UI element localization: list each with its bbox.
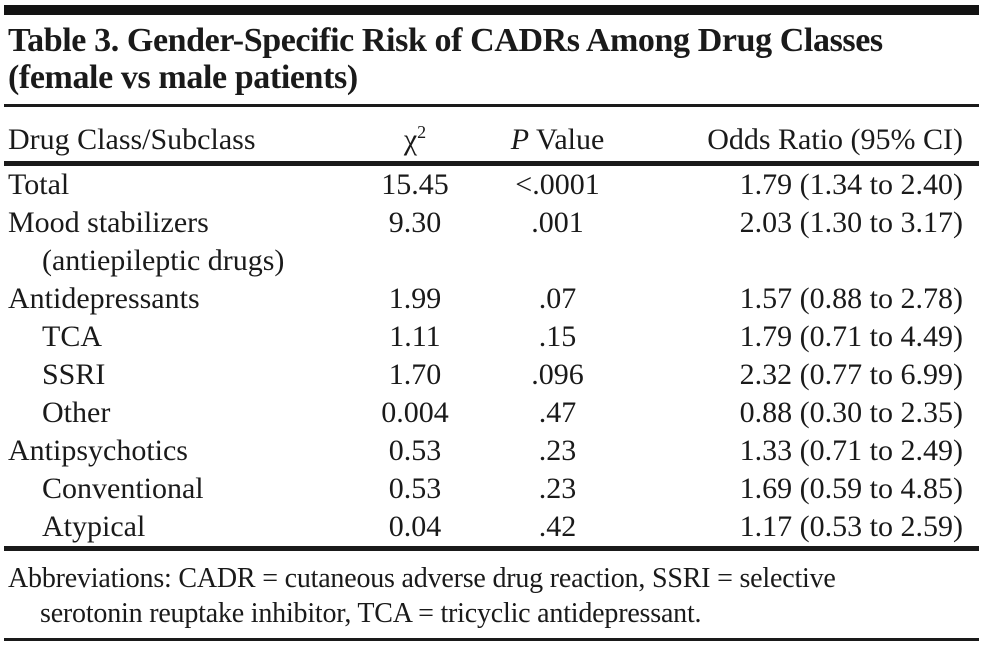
- p-value: .07: [538, 282, 577, 315]
- p-value: .096: [531, 358, 584, 391]
- odds-ratio-value: 1.69 (0.59 to 4.85): [739, 472, 963, 505]
- table-title: Table 3. Gender-Specific Risk of CADRs A…: [0, 15, 983, 104]
- table-body: Total 15.45 <.0001 1.79 (1.34 to 2.40) M…: [0, 166, 983, 546]
- table-row-antidepressants: Antidepressants 1.99 .07 1.57 (0.88 to 2…: [0, 280, 983, 318]
- p-value: .15: [538, 320, 577, 353]
- chi2-value: 1.70: [388, 358, 442, 391]
- body-footnote-separator-rule: [4, 546, 979, 551]
- bottom-rule: [4, 638, 979, 641]
- odds-ratio-value: 2.32 (0.77 to 6.99): [739, 358, 963, 391]
- odds-ratio-value: 1.33 (0.71 to 2.49): [739, 434, 963, 467]
- p-value: .47: [538, 396, 577, 429]
- chi2-value: 1.99: [388, 282, 442, 315]
- row-label: (antiepileptic drugs): [42, 244, 285, 277]
- p-value-label: Value: [529, 123, 605, 156]
- p-value: .42: [538, 510, 577, 543]
- odds-ratio-value: [645, 242, 983, 280]
- footnote-line-2: serotonin reuptake inhibitor, TCA = tric…: [40, 598, 702, 629]
- odds-ratio-value: 2.03 (1.30 to 3.17): [739, 206, 963, 239]
- table-row-atypical: Atypical 0.04 .42 1.17 (0.53 to 2.59): [0, 508, 983, 546]
- row-label: Other: [42, 396, 111, 429]
- p-value: .23: [538, 434, 577, 467]
- table-row-ssri: SSRI 1.70 .096 2.32 (0.77 to 6.99): [0, 356, 983, 394]
- chi2-value: 9.30: [388, 206, 442, 239]
- row-label: TCA: [42, 320, 102, 353]
- row-label: Antipsychotics: [8, 434, 188, 467]
- table-row-total: Total 15.45 <.0001 1.79 (1.34 to 2.40): [0, 166, 983, 204]
- chi2-value: 1.11: [389, 320, 441, 353]
- row-label: Conventional: [42, 472, 204, 505]
- chi2-value: 15.45: [381, 168, 449, 201]
- row-label: Atypical: [42, 510, 146, 543]
- odds-ratio-value: 1.17 (0.53 to 2.59): [739, 510, 963, 543]
- chi2-value: 0.53: [388, 472, 442, 505]
- p-value: <.0001: [515, 168, 600, 201]
- table-row-conventional: Conventional 0.53 .23 1.69 (0.59 to 4.85…: [0, 470, 983, 508]
- table-row-mood-stabilizers: Mood stabilizers 9.30 .001 2.03 (1.30 to…: [0, 204, 983, 242]
- odds-ratio-value: 1.79 (0.71 to 4.49): [739, 320, 963, 353]
- table-top-bar: [4, 5, 979, 15]
- column-header-drug-class: Drug Class/Subclass: [8, 123, 256, 156]
- footnote: Abbreviations: CADR = cutaneous adverse …: [0, 551, 983, 638]
- row-label: SSRI: [42, 358, 106, 391]
- chi2-value: [360, 242, 470, 280]
- odds-ratio-value: 0.88 (0.30 to 2.35): [739, 396, 963, 429]
- footnote-line-1: Abbreviations: CADR = cutaneous adverse …: [8, 563, 836, 594]
- table-title-line-1: Table 3. Gender-Specific Risk of CADRs A…: [8, 22, 883, 59]
- header-separator-rule: [4, 161, 979, 166]
- odds-ratio-value: 1.57 (0.88 to 2.78): [739, 282, 963, 315]
- table-row-other: Other 0.004 .47 0.88 (0.30 to 2.35): [0, 394, 983, 432]
- column-header-odds-ratio: Odds Ratio (95% CI): [707, 123, 963, 156]
- p-value: .001: [531, 206, 584, 239]
- chi-symbol: χ: [403, 123, 418, 156]
- table-row-antipsychotics: Antipsychotics 0.53 .23 1.33 (0.71 to 2.…: [0, 432, 983, 470]
- column-header-chi-squared: χ2: [360, 123, 470, 157]
- odds-ratio-value: 1.79 (1.34 to 2.40): [739, 168, 963, 201]
- p-symbol: P: [510, 123, 530, 156]
- p-value: .23: [538, 472, 577, 505]
- row-label: Mood stabilizers: [8, 206, 209, 239]
- row-label: Total: [8, 168, 70, 201]
- chi2-value: 0.04: [388, 510, 442, 543]
- row-label: Antidepressants: [8, 282, 200, 315]
- chi2-value: 0.53: [388, 434, 442, 467]
- table-row-tca: TCA 1.11 .15 1.79 (0.71 to 4.49): [0, 318, 983, 356]
- chi2-value: 0.004: [381, 396, 449, 429]
- chi-superscript: 2: [417, 122, 427, 142]
- column-header-p-value: P Value: [470, 123, 645, 157]
- p-value: [470, 242, 645, 280]
- column-header-row: Drug Class/Subclass χ2 P Value Odds Rati…: [0, 107, 983, 161]
- title-separator-rule: [4, 104, 979, 107]
- table-row-antiepileptic-continuation: (antiepileptic drugs): [0, 242, 983, 280]
- table-title-line-2: (female vs male patients): [8, 59, 358, 96]
